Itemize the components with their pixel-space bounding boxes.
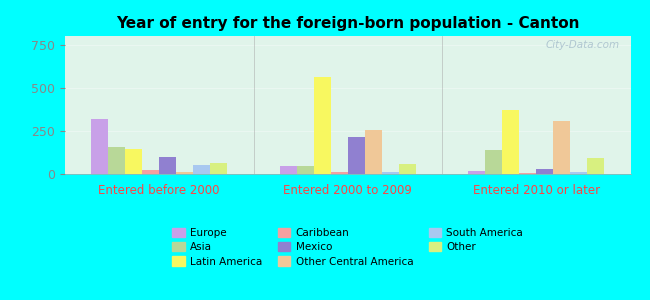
Bar [331,172,348,174]
Bar [382,172,398,174]
Bar [92,119,109,174]
Bar [176,172,193,174]
Bar [365,130,382,174]
Bar [519,173,536,174]
Bar [314,77,331,174]
Text: City-Data.com: City-Data.com [545,40,619,50]
Bar [142,170,159,174]
Bar [398,164,415,174]
Bar [109,147,125,174]
Bar [570,172,587,174]
Bar [210,163,227,174]
Title: Year of entry for the foreign-born population - Canton: Year of entry for the foreign-born popul… [116,16,580,31]
Bar [159,157,176,174]
Bar [297,166,314,174]
Bar [193,164,210,174]
Bar [502,110,519,174]
Bar [553,122,570,174]
Bar [280,166,297,174]
Bar [125,149,142,174]
Bar [486,150,502,174]
Bar [469,170,486,174]
Bar [536,169,553,174]
Bar [348,137,365,174]
Legend: Europe, Asia, Latin America, Caribbean, Mexico, Other Central America, South Ame: Europe, Asia, Latin America, Caribbean, … [168,224,527,271]
Bar [587,158,604,174]
